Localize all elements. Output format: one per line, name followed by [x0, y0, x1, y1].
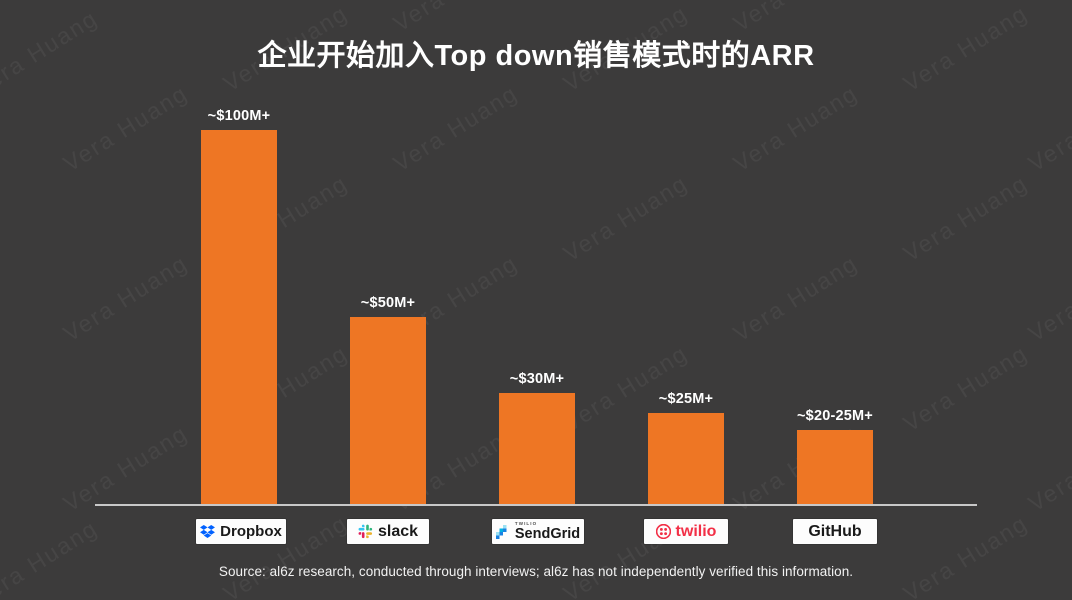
dropbox-logo-text: Dropbox [220, 523, 282, 540]
page-title: 企业开始加入Top down销售模式时的ARR [257, 40, 815, 72]
bar-twilio[interactable] [648, 413, 724, 504]
bar-value-label: ~$30M+ [509, 371, 565, 387]
axis-label-github[interactable]: GitHub [793, 519, 877, 544]
axis-label-slack[interactable]: slack [347, 519, 429, 544]
slack-logo-icon [358, 524, 373, 539]
sendgrid-superlabel: TWILIO [514, 520, 538, 526]
x-axis-line [95, 504, 977, 506]
axis-label-sendgrid[interactable]: TWILIO SendGrid [492, 519, 584, 544]
bar-github[interactable] [797, 430, 873, 504]
bar-group-twilio: ~$25M+ [648, 391, 724, 504]
bar-group-dropbox: ~$100M+ [201, 108, 277, 504]
bar-value-label: ~$100M+ [207, 108, 271, 124]
bar-group-github: ~$20-25M+ [797, 408, 873, 504]
sendgrid-logo-icon [495, 524, 510, 539]
github-wordmark-icon: GitHub [808, 522, 862, 540]
slack-logo-text: slack [377, 522, 419, 540]
bar-value-label: ~$25M+ [658, 391, 714, 407]
axis-label-dropbox[interactable]: Dropbox [196, 519, 286, 544]
twilio-logo-icon [655, 524, 671, 539]
twilio-logo-text: twilio [675, 522, 717, 540]
dropbox-logo-icon [200, 524, 216, 539]
bar-value-label: ~$50M+ [360, 295, 416, 311]
sendgrid-logo-text: SendGrid [514, 526, 581, 542]
bar-dropbox[interactable] [201, 130, 277, 504]
bar-sendgrid[interactable] [499, 393, 575, 504]
bar-group-slack: ~$50M+ [350, 295, 426, 504]
axis-label-twilio[interactable]: twilio [644, 519, 728, 544]
sendgrid-wordmark: TWILIO SendGrid [514, 520, 581, 542]
bar-slack[interactable] [350, 317, 426, 504]
source-footnote: Source: al6z research, conducted through… [218, 564, 854, 579]
bar-value-label: ~$20-25M+ [797, 408, 873, 424]
bar-group-sendgrid: ~$30M+ [499, 371, 575, 504]
